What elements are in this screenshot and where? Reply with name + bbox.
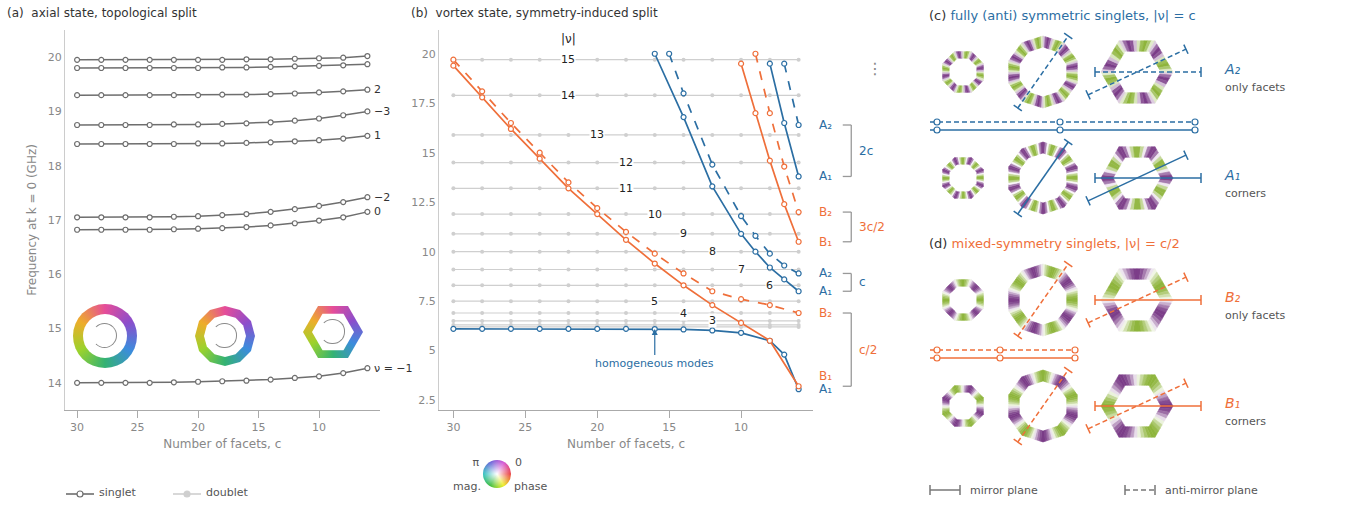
svg-text:25: 25	[131, 421, 145, 434]
html-text:0: 0	[515, 456, 522, 469]
svg-text:17.5: 17.5	[411, 97, 436, 110]
svg-text:9: 9	[680, 227, 687, 240]
svg-text:B₂: B₂	[1225, 289, 1241, 305]
svg-text:8: 8	[709, 245, 716, 258]
svg-text:B₂: B₂	[819, 306, 832, 320]
svg-text:B₂: B₂	[819, 205, 832, 219]
svg-text:10: 10	[422, 246, 436, 259]
html-text:π: π	[472, 456, 479, 469]
svg-text:−2: −2	[374, 191, 390, 204]
svg-text:2.5: 2.5	[418, 394, 436, 407]
svg-text:30: 30	[70, 421, 84, 434]
svg-text:12: 12	[619, 156, 633, 169]
svg-text:15: 15	[252, 421, 266, 434]
html-text:doublet: doublet	[206, 486, 248, 499]
svg-text:2c: 2c	[859, 144, 873, 158]
svg-text:14: 14	[561, 89, 575, 102]
svg-text:7: 7	[738, 263, 745, 276]
svg-text:homogeneous modes: homogeneous modes	[595, 357, 714, 370]
svg-text:−3: −3	[374, 105, 390, 118]
svg-text:15: 15	[662, 421, 676, 434]
svg-text:⋮: ⋮	[867, 59, 883, 78]
svg-text:A₁: A₁	[819, 169, 832, 183]
svg-text:c: c	[859, 275, 866, 289]
svg-text:(a) axial state, topological: (a) axial state, topological split	[7, 6, 197, 20]
svg-text:2: 2	[374, 83, 381, 96]
svg-text:B₁: B₁	[819, 369, 832, 383]
svg-text:5: 5	[429, 344, 436, 357]
svg-text:10: 10	[648, 208, 662, 221]
svg-text:12.5: 12.5	[411, 196, 436, 209]
svg-text:25: 25	[518, 421, 532, 434]
svg-text:20: 20	[191, 421, 205, 434]
svg-text:B₁: B₁	[1225, 395, 1240, 411]
svg-text:A₂: A₂	[819, 266, 832, 280]
html-text:phase: phase	[514, 480, 548, 493]
svg-text:c/2: c/2	[859, 343, 877, 357]
svg-text:only facets: only facets	[1225, 309, 1286, 322]
svg-text:20: 20	[590, 421, 604, 434]
svg-text:mirror plane: mirror plane	[970, 484, 1038, 497]
html-text:mag.: mag.	[453, 480, 481, 493]
svg-text:Number of facets, c: Number of facets, c	[567, 437, 685, 451]
svg-text:15: 15	[422, 147, 436, 160]
svg-text:anti-mirror plane: anti-mirror plane	[1165, 484, 1258, 497]
svg-text:20: 20	[48, 51, 62, 64]
svg-text:1: 1	[374, 129, 381, 142]
svg-text:0: 0	[374, 205, 381, 218]
svg-text:7.5: 7.5	[418, 295, 436, 308]
svg-text:4: 4	[680, 307, 687, 320]
svg-text:A₁: A₁	[1224, 167, 1240, 183]
svg-text:(c) fully (anti) symmetric sin: (c) fully (anti) symmetric singlets, |ν|…	[929, 8, 1196, 23]
svg-text:Frequency at k = 0 (GHz): Frequency at k = 0 (GHz)	[25, 144, 39, 296]
svg-text:6: 6	[766, 279, 773, 292]
svg-text:10: 10	[312, 421, 326, 434]
svg-text:5: 5	[651, 295, 658, 308]
svg-text:18: 18	[48, 160, 62, 173]
svg-text:(b) vortex state, symmetry-in: (b) vortex state, symmetry-induced split	[411, 6, 658, 20]
svg-text:19: 19	[48, 105, 62, 118]
svg-text:B₁: B₁	[819, 235, 832, 249]
svg-text:11: 11	[619, 182, 633, 195]
svg-text:A₁: A₁	[819, 284, 832, 298]
svg-text:|ν|: |ν|	[561, 32, 576, 46]
svg-text:ν = −1: ν = −1	[374, 362, 413, 375]
svg-text:Number of facets, c: Number of facets, c	[163, 437, 281, 451]
svg-text:14: 14	[48, 377, 62, 390]
svg-text:17: 17	[48, 214, 62, 227]
svg-text:(d) mixed-symmetry singlets, |: (d) mixed-symmetry singlets, |ν| = c/2	[929, 236, 1180, 251]
svg-text:15: 15	[561, 53, 575, 66]
svg-text:A₂: A₂	[819, 118, 832, 132]
svg-text:only facets: only facets	[1225, 81, 1286, 94]
svg-text:30: 30	[446, 421, 460, 434]
svg-text:3c/2: 3c/2	[859, 220, 885, 234]
html-text:singlet: singlet	[99, 486, 136, 499]
svg-text:16: 16	[48, 268, 62, 281]
svg-text:15: 15	[48, 322, 62, 335]
svg-text:corners: corners	[1225, 415, 1266, 428]
svg-text:13: 13	[590, 128, 604, 141]
svg-text:10: 10	[734, 421, 748, 434]
svg-text:20: 20	[422, 48, 436, 61]
svg-text:3: 3	[709, 314, 716, 327]
svg-text:A₂: A₂	[1224, 61, 1241, 77]
svg-text:A₁: A₁	[819, 382, 832, 396]
svg-text:corners: corners	[1225, 187, 1266, 200]
